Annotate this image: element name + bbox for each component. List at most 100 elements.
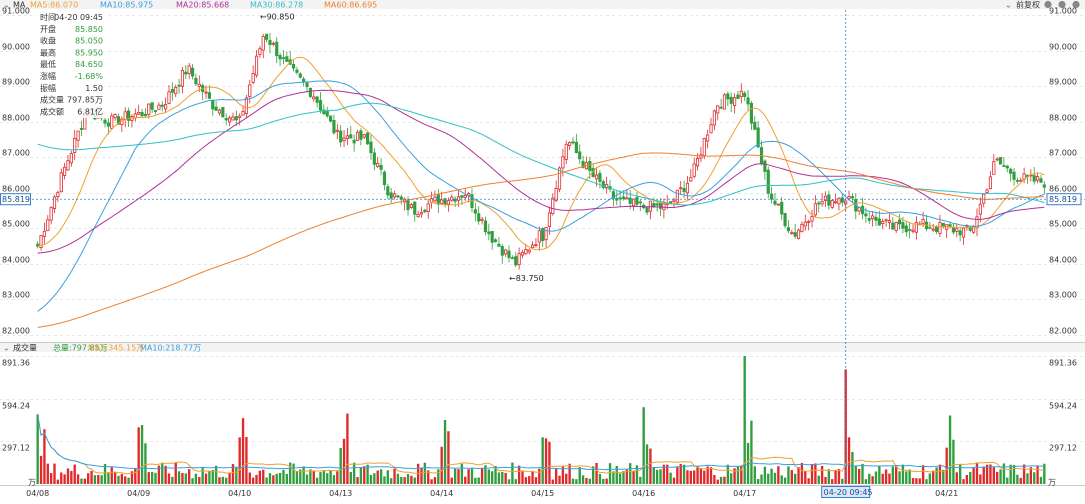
volume-bar [255, 474, 258, 484]
volume-bar [480, 467, 484, 484]
candle-body [305, 82, 309, 87]
volume-bar [56, 479, 60, 484]
volume-bar [346, 413, 349, 484]
candle-body [972, 226, 976, 233]
indicator-name[interactable]: MA [13, 1, 26, 10]
volume-bar [1009, 464, 1012, 484]
candle-body [416, 214, 420, 218]
candle-body [978, 203, 982, 215]
volume-bar [669, 472, 672, 484]
zoom-in-icon[interactable] [1044, 0, 1052, 9]
candle-body [440, 199, 444, 204]
volume-bar [423, 462, 427, 484]
volume-bar [972, 468, 975, 484]
candle-body [123, 111, 127, 120]
volume-bar [898, 471, 901, 484]
candle-body [679, 187, 683, 190]
volume-bar [992, 467, 995, 484]
info-label: 振幅 [40, 83, 56, 93]
volume-bar [625, 469, 629, 484]
volume-bar [53, 463, 56, 484]
candle-body [423, 209, 427, 213]
candle-body [746, 97, 750, 105]
candle-body [278, 55, 282, 60]
volume-bar [171, 476, 174, 484]
candle-body [221, 106, 225, 118]
volume-bar [743, 356, 746, 484]
volume-bar [756, 478, 760, 484]
volume-bar [905, 471, 908, 484]
candle-body [180, 69, 185, 87]
candle-body [864, 213, 868, 217]
volume-bar [1012, 464, 1016, 484]
volume-ma5-line [37, 414, 1045, 475]
candle-body [504, 249, 508, 255]
volume-bar [746, 442, 750, 484]
volume-bar [60, 472, 63, 484]
volume-bar [268, 473, 272, 484]
volume-bar [231, 464, 235, 484]
volume-bar [831, 479, 834, 484]
volume-bar [201, 468, 204, 484]
candle-body [177, 84, 181, 87]
volume-collapse-icon[interactable]: ⌄ [3, 344, 10, 353]
candle-body [453, 198, 457, 202]
ma60-header: MA60:86.695 [324, 1, 377, 10]
volume-bar [443, 419, 447, 484]
candle-body [1002, 165, 1006, 167]
volume-bar [655, 469, 659, 484]
candle-body [541, 228, 545, 242]
volume-bar [592, 466, 595, 484]
candle-body [248, 84, 252, 97]
candle-body [786, 227, 791, 232]
candle-body [645, 207, 649, 213]
candle-body [116, 116, 121, 125]
candle-body [211, 99, 215, 110]
volume-bar [1022, 464, 1026, 484]
volume-bar [969, 472, 972, 484]
candle-body [766, 169, 770, 194]
dropdown-icon[interactable]: ⌄ [1005, 1, 1012, 10]
volume-bar [703, 470, 706, 484]
candle-body [790, 232, 794, 235]
volume-bar [861, 463, 864, 484]
volume-bar [39, 455, 43, 484]
volume-bar [73, 464, 76, 484]
volume-bar [979, 474, 982, 484]
volume-bar [608, 463, 612, 484]
info-value: 6.81亿 [77, 106, 103, 116]
volume-bar [965, 475, 969, 484]
candle-body [531, 244, 535, 249]
candle-body [743, 92, 747, 97]
volume-bar [642, 407, 645, 484]
zoom-out-icon[interactable] [1058, 0, 1066, 9]
candle-body [689, 177, 693, 182]
volume-unit-left: 万 [28, 478, 36, 487]
volume-bar [66, 468, 70, 484]
adjust-selector[interactable]: 前复权 [1016, 0, 1040, 10]
volume-bar [534, 477, 538, 484]
volume-header-bar [0, 343, 1085, 352]
settings-icon[interactable] [1072, 0, 1080, 9]
candle-body [998, 157, 1003, 165]
volume-bar [93, 475, 97, 484]
info-label: 成交量 [40, 95, 64, 105]
volume-bar [1036, 466, 1039, 484]
volume-bar [837, 469, 841, 484]
volume-bar [686, 470, 689, 484]
volume-bar [932, 470, 935, 484]
volume-bar [541, 437, 544, 484]
candle-body [160, 104, 164, 107]
candle-body [928, 226, 932, 229]
candle-body [770, 193, 774, 200]
volume-bar [827, 469, 831, 484]
volume-bar [760, 474, 763, 484]
volume-bar [76, 474, 80, 484]
volume-bar [551, 479, 554, 484]
volume-bar [460, 463, 464, 484]
candle-body [887, 220, 892, 223]
candles [36, 33, 1046, 270]
collapse-icon[interactable]: ⌄ [3, 1, 10, 10]
price-tick-left: 90.000 [2, 43, 30, 52]
